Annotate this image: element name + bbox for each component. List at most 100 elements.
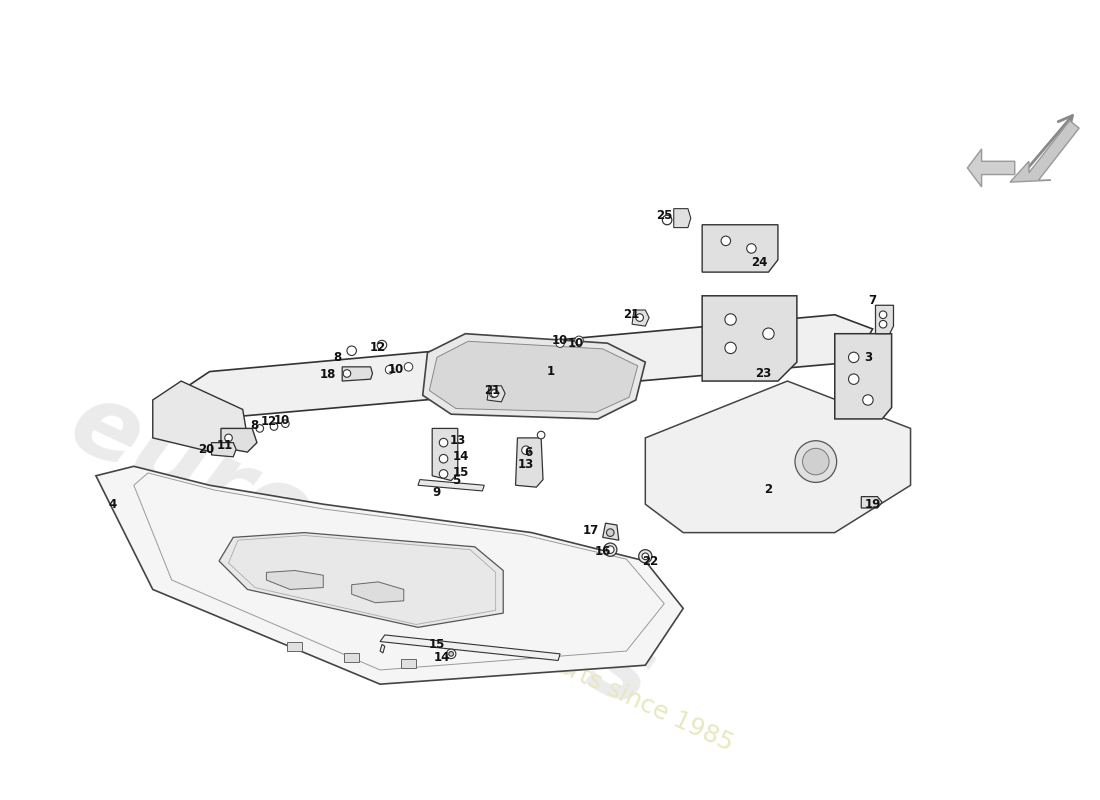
Circle shape	[439, 454, 448, 463]
Text: 24: 24	[751, 256, 767, 269]
Polygon shape	[96, 466, 683, 684]
Circle shape	[574, 336, 583, 345]
Text: 16: 16	[594, 545, 610, 558]
Polygon shape	[422, 334, 646, 419]
Circle shape	[256, 425, 264, 432]
Circle shape	[725, 342, 736, 354]
Polygon shape	[342, 367, 373, 381]
Circle shape	[449, 651, 453, 656]
Polygon shape	[352, 582, 404, 602]
Text: 10: 10	[388, 363, 405, 376]
Circle shape	[377, 340, 387, 350]
Text: 23: 23	[756, 367, 772, 380]
Polygon shape	[400, 658, 416, 668]
Polygon shape	[516, 438, 543, 487]
Circle shape	[343, 370, 351, 378]
Text: 10: 10	[274, 414, 289, 427]
Circle shape	[604, 543, 617, 556]
Circle shape	[795, 441, 837, 482]
Polygon shape	[646, 381, 911, 533]
Circle shape	[803, 448, 829, 475]
Polygon shape	[487, 386, 505, 402]
Text: 10: 10	[552, 334, 569, 347]
Polygon shape	[266, 570, 323, 590]
Polygon shape	[344, 653, 360, 662]
Text: 1: 1	[547, 365, 554, 378]
Polygon shape	[876, 306, 893, 334]
Circle shape	[606, 529, 614, 537]
Text: 12: 12	[261, 415, 276, 428]
Circle shape	[439, 438, 448, 447]
Text: 13: 13	[450, 434, 466, 447]
Polygon shape	[211, 442, 236, 457]
Text: 7: 7	[869, 294, 877, 307]
Text: 21: 21	[623, 308, 639, 322]
Circle shape	[722, 236, 730, 246]
Text: 18: 18	[320, 368, 337, 381]
Polygon shape	[861, 497, 882, 508]
Text: 6: 6	[525, 446, 532, 458]
Polygon shape	[287, 642, 303, 651]
Polygon shape	[835, 334, 892, 419]
Circle shape	[521, 446, 530, 454]
Text: a passion for parts since 1985: a passion for parts since 1985	[384, 574, 737, 756]
Polygon shape	[429, 342, 638, 412]
Circle shape	[282, 420, 289, 427]
Text: 5: 5	[452, 474, 460, 487]
Circle shape	[747, 244, 756, 253]
Text: 21: 21	[484, 384, 500, 397]
Text: 10: 10	[568, 337, 584, 350]
Circle shape	[447, 649, 455, 658]
Polygon shape	[1010, 121, 1079, 182]
Text: eurospares: eurospares	[54, 374, 669, 729]
Text: 17: 17	[582, 524, 598, 538]
Polygon shape	[381, 635, 560, 661]
Circle shape	[848, 374, 859, 384]
Polygon shape	[632, 310, 649, 326]
Text: 2: 2	[764, 483, 772, 497]
Circle shape	[404, 362, 412, 371]
Polygon shape	[702, 225, 778, 272]
Polygon shape	[967, 149, 1014, 187]
Circle shape	[271, 422, 278, 430]
Text: 25: 25	[656, 209, 672, 222]
Circle shape	[662, 215, 672, 225]
Circle shape	[642, 553, 649, 560]
Text: 4: 4	[109, 498, 117, 510]
Circle shape	[762, 328, 774, 339]
Circle shape	[725, 314, 736, 325]
Circle shape	[606, 546, 614, 554]
Circle shape	[639, 550, 652, 563]
Circle shape	[224, 434, 232, 442]
Polygon shape	[603, 523, 619, 540]
Text: 13: 13	[518, 458, 535, 471]
Polygon shape	[702, 296, 796, 381]
Text: 8: 8	[250, 419, 258, 432]
Circle shape	[862, 394, 873, 406]
Polygon shape	[219, 533, 503, 627]
Circle shape	[491, 390, 498, 397]
Polygon shape	[221, 429, 257, 452]
Circle shape	[879, 321, 887, 328]
Circle shape	[346, 346, 356, 355]
Circle shape	[636, 314, 644, 322]
Polygon shape	[418, 479, 484, 491]
Polygon shape	[432, 429, 458, 481]
Polygon shape	[153, 381, 248, 455]
Text: 19: 19	[865, 498, 881, 510]
Text: 14: 14	[452, 450, 469, 463]
Circle shape	[848, 352, 859, 362]
Circle shape	[879, 311, 887, 318]
Circle shape	[490, 389, 498, 398]
Text: 3: 3	[864, 351, 872, 364]
Circle shape	[385, 366, 394, 374]
Text: 8: 8	[333, 351, 342, 364]
Polygon shape	[673, 209, 691, 228]
Text: 9: 9	[432, 486, 441, 499]
Circle shape	[556, 339, 564, 347]
Text: 22: 22	[642, 554, 658, 567]
Circle shape	[439, 470, 448, 478]
Text: 12: 12	[370, 342, 386, 354]
Text: 15: 15	[429, 638, 446, 651]
Text: 20: 20	[199, 442, 214, 456]
